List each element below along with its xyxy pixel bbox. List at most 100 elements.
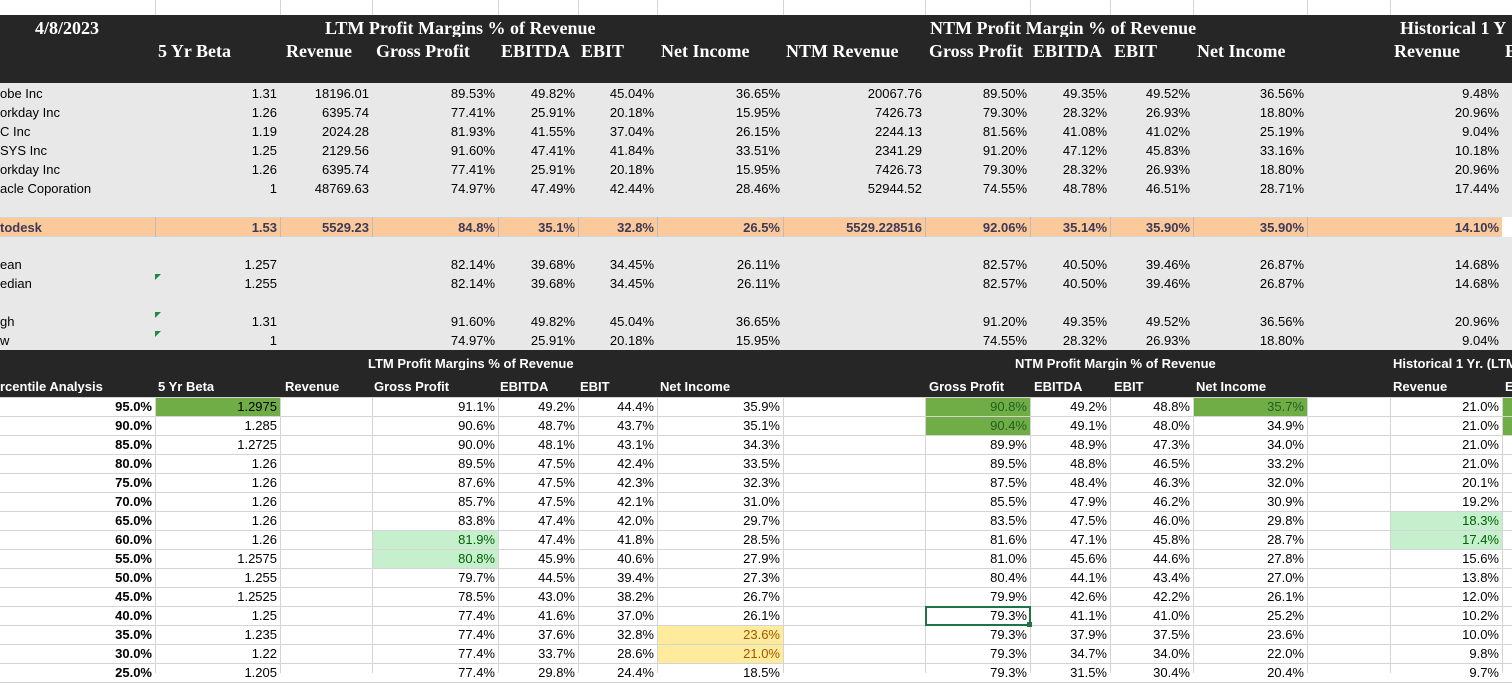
percentile-value[interactable]: 9.8% bbox=[1469, 646, 1499, 661]
percentile-value[interactable]: 47.3% bbox=[1153, 437, 1190, 452]
percentile-value[interactable]: 1.22 bbox=[251, 646, 277, 661]
percentile-value[interactable]: 28.6% bbox=[617, 646, 654, 661]
percentile-value[interactable]: 10.2% bbox=[1462, 608, 1499, 623]
percentile-value[interactable]: 29.8% bbox=[538, 665, 575, 680]
percentile-value[interactable]: 35.1% bbox=[743, 418, 780, 433]
percentile-value[interactable]: 1.26 bbox=[251, 456, 277, 471]
percentile-value[interactable]: 26.7% bbox=[743, 589, 780, 604]
percentile-value[interactable]: 41.1% bbox=[1070, 608, 1107, 623]
percentile-value[interactable]: 81.9% bbox=[458, 532, 495, 547]
percentile-value[interactable]: 22.0% bbox=[1267, 646, 1304, 661]
percentile-value[interactable]: 46.2% bbox=[1153, 494, 1190, 509]
percentile-value[interactable]: 85.5% bbox=[990, 494, 1027, 509]
percentile-value[interactable]: 49.1% bbox=[1070, 418, 1107, 433]
percentile-value[interactable]: 26.1% bbox=[743, 608, 780, 623]
percentile-value[interactable]: 1.2725 bbox=[237, 437, 277, 452]
percentile-value[interactable]: 1.26 bbox=[251, 513, 277, 528]
percentile-value[interactable]: 48.8% bbox=[1153, 399, 1190, 414]
percentile-value[interactable]: 30.9% bbox=[1267, 494, 1304, 509]
percentile-value[interactable]: 26.1% bbox=[1267, 589, 1304, 604]
percentile-value[interactable]: 30.4% bbox=[1153, 665, 1190, 680]
percentile-value[interactable]: 32.3% bbox=[743, 475, 780, 490]
percentile-value[interactable]: 47.5% bbox=[538, 475, 575, 490]
percentile-value[interactable]: 81.6% bbox=[990, 532, 1027, 547]
percentile-value[interactable]: 34.9% bbox=[1267, 418, 1304, 433]
percentile-value[interactable]: 1.25 bbox=[251, 608, 277, 623]
percentile-value[interactable]: 35.9% bbox=[743, 399, 780, 414]
percentile-value[interactable]: 47.1% bbox=[1070, 532, 1107, 547]
percentile-value[interactable]: 1.26 bbox=[251, 475, 277, 490]
percentile-value[interactable]: 90.0% bbox=[458, 437, 495, 452]
percentile-value[interactable]: 46.5% bbox=[1153, 456, 1190, 471]
percentile-value[interactable]: 20.1% bbox=[1462, 475, 1499, 490]
percentile-value[interactable]: 24.4% bbox=[617, 665, 654, 680]
percentile-value[interactable]: 34.3% bbox=[743, 437, 780, 452]
percentile-value[interactable]: 89.5% bbox=[458, 456, 495, 471]
percentile-value[interactable]: 21.0% bbox=[1462, 456, 1499, 471]
percentile-value[interactable]: 33.5% bbox=[743, 456, 780, 471]
percentile-value[interactable]: 90.6% bbox=[458, 418, 495, 433]
percentile-value[interactable]: 45.9% bbox=[538, 551, 575, 566]
percentile-value[interactable]: 79.7% bbox=[458, 570, 495, 585]
percentile-value[interactable]: 34.7% bbox=[1070, 646, 1107, 661]
fill-handle[interactable] bbox=[1027, 622, 1032, 627]
percentile-value[interactable]: 37.5% bbox=[1153, 627, 1190, 642]
percentile-value[interactable]: 1.255 bbox=[244, 570, 277, 585]
percentile-value[interactable]: 80.4% bbox=[990, 570, 1027, 585]
percentile-value[interactable]: 1.205 bbox=[244, 665, 277, 680]
percentile-value[interactable]: 48.8% bbox=[1070, 456, 1107, 471]
percentile-value[interactable]: 77.4% bbox=[458, 608, 495, 623]
percentile-value[interactable]: 79.3% bbox=[990, 646, 1027, 661]
percentile-value[interactable]: 49.2% bbox=[1070, 399, 1107, 414]
percentile-value[interactable]: 1.2575 bbox=[237, 551, 277, 566]
percentile-value[interactable]: 10.0% bbox=[1462, 627, 1499, 642]
percentile-value[interactable]: 43.7% bbox=[617, 418, 654, 433]
percentile-value[interactable]: 39.4% bbox=[617, 570, 654, 585]
percentile-value[interactable]: 44.1% bbox=[1070, 570, 1107, 585]
percentile-value[interactable]: 87.6% bbox=[458, 475, 495, 490]
percentile-value[interactable]: 48.7% bbox=[538, 418, 575, 433]
percentile-value[interactable]: 44.6% bbox=[1153, 551, 1190, 566]
percentile-value[interactable]: 33.7% bbox=[538, 646, 575, 661]
percentile-value[interactable]: 27.3% bbox=[743, 570, 780, 585]
percentile-value[interactable]: 79.3% bbox=[990, 665, 1027, 680]
percentile-value[interactable]: 47.5% bbox=[1070, 513, 1107, 528]
percentile-value[interactable]: 35.7% bbox=[1267, 399, 1304, 414]
percentile-value[interactable]: 47.9% bbox=[1070, 494, 1107, 509]
percentile-value[interactable]: 29.8% bbox=[1267, 513, 1304, 528]
percentile-value[interactable]: 18.5% bbox=[743, 665, 780, 680]
percentile-value[interactable]: 77.4% bbox=[458, 646, 495, 661]
percentile-value[interactable]: 18.3% bbox=[1462, 513, 1499, 528]
percentile-value[interactable]: 43.0% bbox=[538, 589, 575, 604]
percentile-value[interactable]: 48.9% bbox=[1070, 437, 1107, 452]
percentile-value[interactable]: 79.3% bbox=[990, 608, 1027, 623]
percentile-value[interactable]: 40.6% bbox=[617, 551, 654, 566]
percentile-value[interactable]: 48.4% bbox=[1070, 475, 1107, 490]
selected-cell-outline[interactable] bbox=[925, 606, 1031, 626]
percentile-value[interactable]: 13.8% bbox=[1462, 570, 1499, 585]
percentile-value[interactable]: 47.5% bbox=[538, 494, 575, 509]
percentile-value[interactable]: 1.26 bbox=[251, 532, 277, 547]
percentile-value[interactable]: 1.235 bbox=[244, 627, 277, 642]
percentile-value[interactable]: 38.2% bbox=[617, 589, 654, 604]
percentile-value[interactable]: 79.3% bbox=[990, 627, 1027, 642]
percentile-value[interactable]: 42.6% bbox=[1070, 589, 1107, 604]
percentile-value[interactable]: 44.4% bbox=[617, 399, 654, 414]
percentile-value[interactable]: 43.4% bbox=[1153, 570, 1190, 585]
percentile-value[interactable]: 23.6% bbox=[743, 627, 780, 642]
percentile-value[interactable]: 48.1% bbox=[538, 437, 575, 452]
percentile-value[interactable]: 41.0% bbox=[1153, 608, 1190, 623]
percentile-value[interactable]: 28.5% bbox=[743, 532, 780, 547]
percentile-value[interactable]: 78.5% bbox=[458, 589, 495, 604]
percentile-value[interactable]: 90.4% bbox=[990, 418, 1027, 433]
percentile-value[interactable]: 46.0% bbox=[1153, 513, 1190, 528]
percentile-value[interactable]: 12.0% bbox=[1462, 589, 1499, 604]
percentile-value[interactable]: 77.4% bbox=[458, 665, 495, 680]
percentile-value[interactable]: 37.6% bbox=[538, 627, 575, 642]
percentile-value[interactable]: 21.0% bbox=[743, 646, 780, 661]
percentile-value[interactable]: 89.5% bbox=[990, 456, 1027, 471]
percentile-value[interactable]: 41.8% bbox=[617, 532, 654, 547]
percentile-value[interactable]: 45.6% bbox=[1070, 551, 1107, 566]
percentile-value[interactable]: 42.2% bbox=[1153, 589, 1190, 604]
percentile-value[interactable]: 1.26 bbox=[251, 494, 277, 509]
